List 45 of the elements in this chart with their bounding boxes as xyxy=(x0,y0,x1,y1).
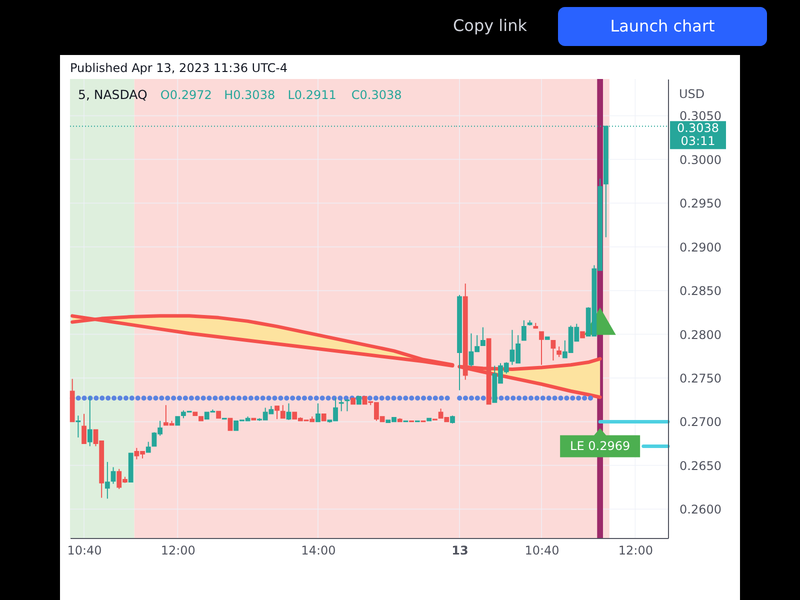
x-tick-label: 14:00 xyxy=(301,544,336,558)
annotation: C0.3038 xyxy=(351,88,402,102)
y-tick-label: 0.3000 xyxy=(680,152,722,167)
y-tick-label: 0.2600 xyxy=(680,502,722,517)
y-tick-label: 0.2850 xyxy=(680,284,722,298)
candlestick xyxy=(521,320,526,341)
candlestick xyxy=(338,399,344,412)
x-tick-label: 13 xyxy=(452,544,468,558)
y-tick-label: 0.2900 xyxy=(680,240,722,254)
candlestick xyxy=(286,402,292,420)
candlestick xyxy=(87,396,92,447)
candlestick xyxy=(280,404,286,419)
text: Launch chart xyxy=(610,16,715,36)
y-tick-label: 0.3050 xyxy=(680,109,722,124)
candlestick xyxy=(146,441,151,453)
y-tick-label: 0.2700 xyxy=(680,415,722,430)
text: 03:11 xyxy=(680,134,716,148)
candlestick xyxy=(76,415,81,438)
candlestick xyxy=(316,402,320,422)
y-tick-label: 0.2750 xyxy=(680,372,722,386)
candlestick xyxy=(82,413,86,444)
annotation: H0.3038 xyxy=(224,88,276,102)
ref-line-label: 0.3038 xyxy=(677,121,719,136)
chart-subtitle: Published Apr 13, 2023 11:36 UTC-4 xyxy=(70,61,288,75)
x-tick-label: 12:00 xyxy=(160,544,196,558)
annotation: O0.2972 xyxy=(160,88,212,102)
y-tick-label: 0.2950 xyxy=(680,196,722,211)
x-tick-label: 10:40 xyxy=(524,544,560,558)
candlestick xyxy=(110,466,116,484)
candlestick xyxy=(480,326,486,346)
y-tick-label: 0.2650 xyxy=(680,458,722,473)
annotation: LE 0.2969 xyxy=(570,439,630,454)
candlestick xyxy=(104,461,110,500)
x-tick-label: 12:00 xyxy=(618,544,653,558)
candlestick xyxy=(556,346,562,358)
x-tick-label: 10:40 xyxy=(67,544,102,558)
candlestick xyxy=(228,418,233,431)
candlestick xyxy=(344,399,350,412)
text: Copy link xyxy=(453,16,528,35)
candlestick xyxy=(550,340,556,362)
annotation: L0.2911 xyxy=(288,88,336,102)
text: 5, NASDAQ xyxy=(78,87,148,102)
y-tick-label: 0.2800 xyxy=(680,328,722,342)
y-axis-title: USD xyxy=(679,87,705,101)
candlestick xyxy=(274,405,280,420)
